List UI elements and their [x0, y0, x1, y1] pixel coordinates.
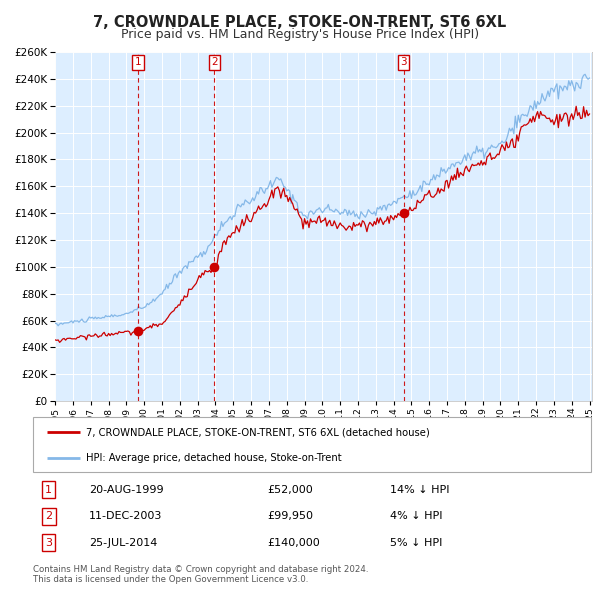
Text: HPI: Average price, detached house, Stoke-on-Trent: HPI: Average price, detached house, Stok…: [86, 453, 341, 463]
Text: £99,950: £99,950: [268, 512, 313, 521]
Text: 11-DEC-2003: 11-DEC-2003: [89, 512, 162, 521]
Text: 1: 1: [134, 57, 141, 67]
Text: 3: 3: [45, 537, 52, 548]
Text: Contains HM Land Registry data © Crown copyright and database right 2024.
This d: Contains HM Land Registry data © Crown c…: [33, 565, 368, 584]
Text: 2: 2: [211, 57, 218, 67]
Text: 25-JUL-2014: 25-JUL-2014: [89, 537, 157, 548]
Text: 3: 3: [400, 57, 407, 67]
Text: £52,000: £52,000: [268, 485, 313, 495]
Text: 5% ↓ HPI: 5% ↓ HPI: [390, 537, 442, 548]
Text: 7, CROWNDALE PLACE, STOKE-ON-TRENT, ST6 6XL (detached house): 7, CROWNDALE PLACE, STOKE-ON-TRENT, ST6 …: [86, 428, 430, 438]
Text: 14% ↓ HPI: 14% ↓ HPI: [390, 485, 449, 495]
Text: 7, CROWNDALE PLACE, STOKE-ON-TRENT, ST6 6XL: 7, CROWNDALE PLACE, STOKE-ON-TRENT, ST6 …: [94, 15, 506, 30]
Text: 2: 2: [45, 512, 52, 521]
Text: 20-AUG-1999: 20-AUG-1999: [89, 485, 163, 495]
Text: 4% ↓ HPI: 4% ↓ HPI: [390, 512, 443, 521]
FancyBboxPatch shape: [33, 417, 591, 472]
Text: 1: 1: [45, 485, 52, 495]
Text: £140,000: £140,000: [268, 537, 320, 548]
Text: Price paid vs. HM Land Registry's House Price Index (HPI): Price paid vs. HM Land Registry's House …: [121, 28, 479, 41]
